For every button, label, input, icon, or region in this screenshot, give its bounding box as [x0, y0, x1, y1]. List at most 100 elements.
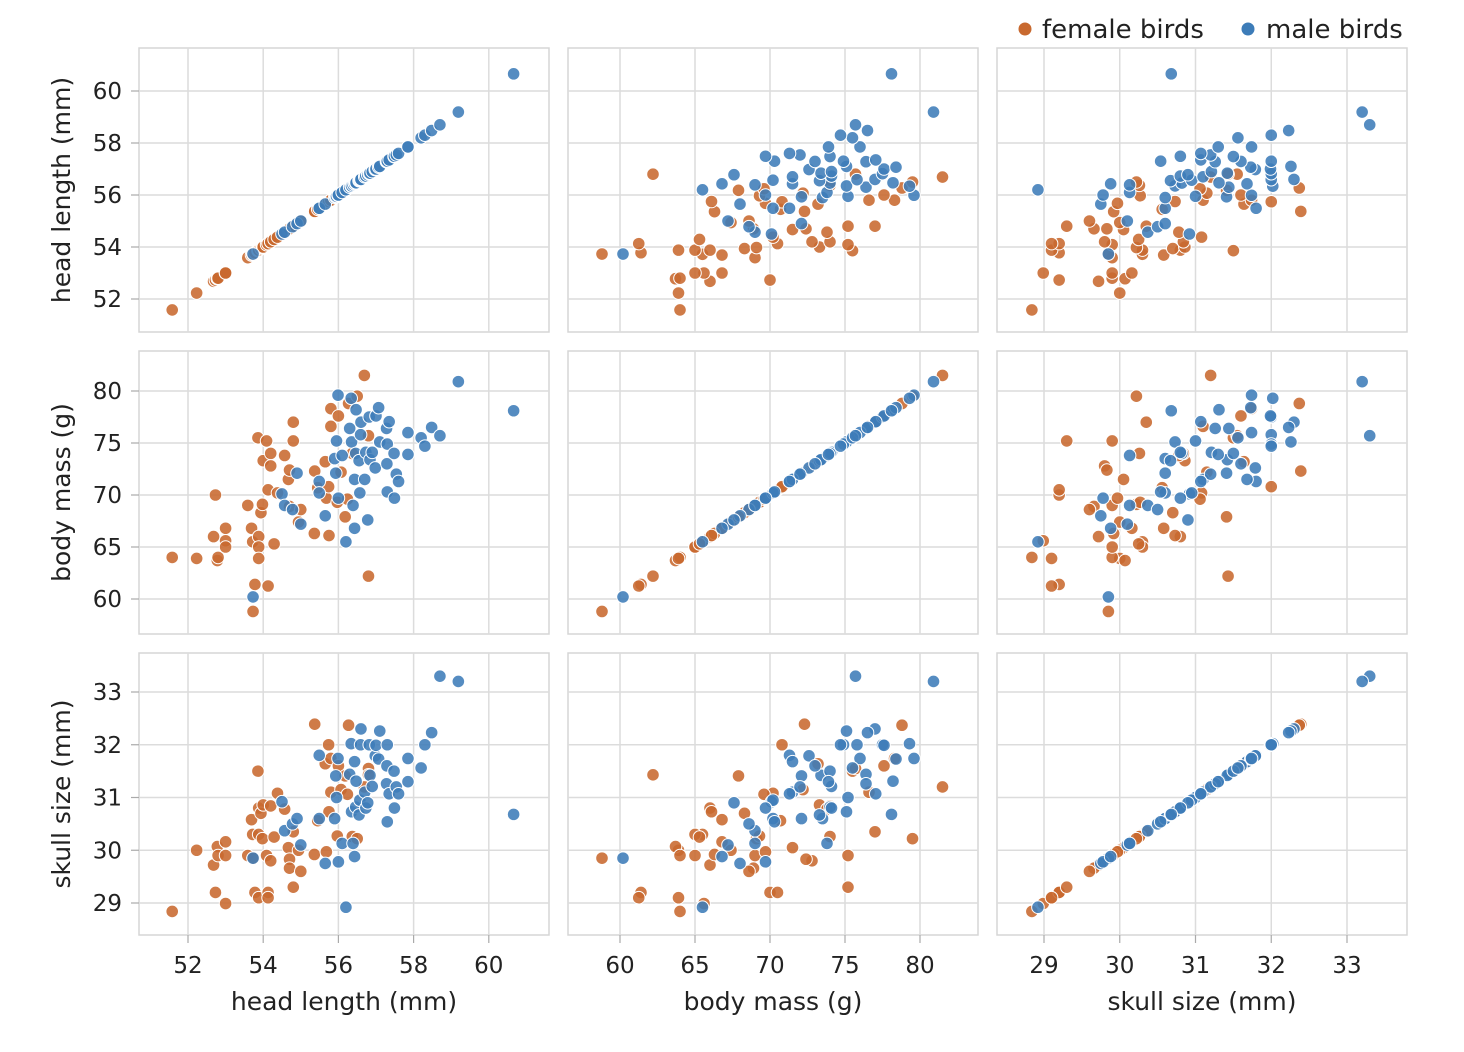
y-axis-title: skull size (mm): [47, 699, 76, 888]
data-point-female: [1105, 266, 1119, 280]
data-point-female: [646, 167, 660, 181]
data-point-male: [1284, 435, 1298, 449]
y-axis-title: head length (mm): [47, 77, 76, 303]
data-point-male: [889, 752, 903, 766]
data-point-male: [1096, 188, 1110, 202]
x-tick-label: 80: [905, 953, 934, 979]
data-point-male: [391, 146, 406, 161]
data-point-female: [277, 448, 292, 463]
data-point-male: [853, 140, 867, 154]
data-point-male: [926, 374, 941, 389]
data-point-female: [263, 459, 278, 473]
data-point-female: [165, 904, 180, 919]
data-point-male: [820, 836, 834, 851]
data-point-female: [1168, 528, 1182, 543]
data-point-female: [321, 737, 336, 752]
data-point-male: [767, 814, 782, 829]
data-point-female: [206, 529, 221, 544]
data-point-male: [727, 513, 741, 527]
data-point-male: [841, 790, 855, 805]
data-point-male: [418, 737, 432, 752]
data-point-female: [595, 247, 609, 261]
data-point-male: [433, 118, 447, 132]
data-point-female: [218, 835, 233, 849]
data-point-male: [353, 486, 367, 500]
data-point-female: [1100, 463, 1114, 477]
x-tick-label: 32: [1257, 953, 1286, 979]
data-point-female: [673, 271, 687, 286]
data-point-female: [307, 847, 322, 862]
data-point-female: [1052, 483, 1066, 497]
data-point-male: [758, 188, 773, 202]
data-point-male: [342, 421, 357, 436]
data-point-female: [763, 273, 777, 287]
data-point-female: [1221, 569, 1235, 583]
data-point-male: [1103, 177, 1118, 191]
data-point-male: [335, 448, 349, 463]
data-point-male: [1164, 807, 1179, 822]
data-point-male: [839, 179, 854, 193]
data-point-male: [782, 201, 797, 216]
data-point-female: [1203, 368, 1218, 383]
data-point-male: [506, 67, 521, 81]
y-tick-label: 29: [93, 891, 122, 917]
data-point-male: [246, 851, 260, 865]
data-point-male: [764, 227, 779, 241]
data-point-male: [246, 590, 260, 604]
x-tick-label: 56: [324, 953, 353, 979]
data-point-male: [294, 838, 308, 852]
data-point-male: [1150, 502, 1165, 517]
data-point-female: [1100, 222, 1114, 236]
data-point-male: [1234, 457, 1248, 471]
data-point-male: [1101, 247, 1116, 261]
y-tick-label: 30: [93, 838, 122, 864]
data-point-male: [748, 178, 762, 192]
data-point-male: [1103, 849, 1118, 864]
data-point-female: [1110, 491, 1125, 505]
data-point-male: [1094, 509, 1108, 523]
data-point-male: [1231, 761, 1245, 775]
data-point-female: [1129, 389, 1144, 404]
data-point-male: [368, 461, 383, 475]
data-point-female: [841, 848, 855, 863]
data-point-female: [646, 569, 660, 583]
data-point-male: [1153, 154, 1168, 168]
data-point-male: [1122, 178, 1137, 192]
data-point-male: [387, 446, 401, 461]
data-point-female: [208, 488, 223, 502]
data-point-male: [1281, 123, 1296, 138]
data-point-male: [1264, 439, 1279, 453]
data-point-female: [165, 303, 180, 317]
data-point-female: [895, 718, 909, 733]
data-point-female: [263, 854, 278, 868]
data-point-male: [318, 509, 333, 523]
data-point-female: [1131, 537, 1146, 551]
x-tick-label: 70: [755, 953, 784, 979]
x-tick-label: 65: [680, 953, 709, 979]
data-point-female: [251, 551, 266, 566]
data-point-male: [1158, 466, 1172, 480]
data-point-female: [218, 540, 233, 554]
data-point-female: [261, 579, 275, 593]
data-point-male: [1194, 414, 1208, 429]
data-point-male: [424, 420, 439, 435]
data-point-male: [294, 517, 308, 531]
data-point-male: [360, 513, 375, 527]
data-point-male: [1212, 402, 1226, 417]
data-point-female: [1131, 232, 1146, 247]
data-point-male: [365, 445, 380, 460]
data-point-female: [218, 848, 233, 863]
data-point-male: [902, 736, 917, 751]
data-point-female: [255, 497, 270, 512]
data-point-male: [850, 737, 864, 752]
data-point-male: [821, 774, 836, 789]
data-point-male: [1244, 751, 1259, 766]
data-point-female: [868, 824, 882, 839]
data-point-female: [715, 812, 729, 827]
x-tick-label: 60: [474, 953, 503, 979]
data-point-male: [758, 801, 773, 815]
data-point-male: [836, 154, 851, 168]
data-point-male: [328, 769, 343, 783]
data-point-female: [935, 780, 950, 794]
